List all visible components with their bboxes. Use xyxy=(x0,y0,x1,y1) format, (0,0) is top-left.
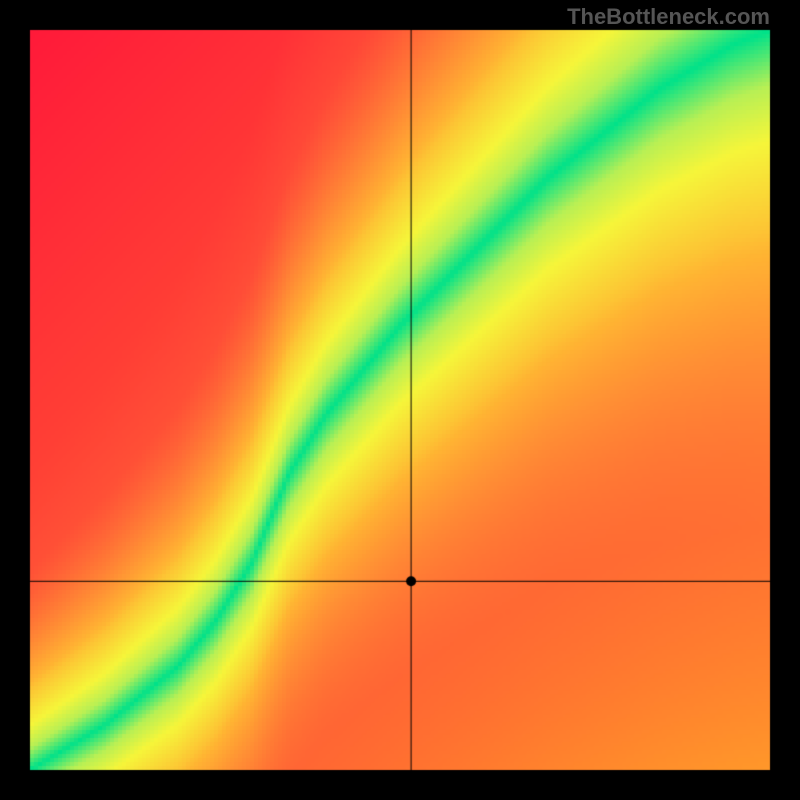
chart-container: TheBottleneck.com xyxy=(0,0,800,800)
watermark: TheBottleneck.com xyxy=(567,4,770,30)
heatmap-canvas xyxy=(0,0,800,800)
